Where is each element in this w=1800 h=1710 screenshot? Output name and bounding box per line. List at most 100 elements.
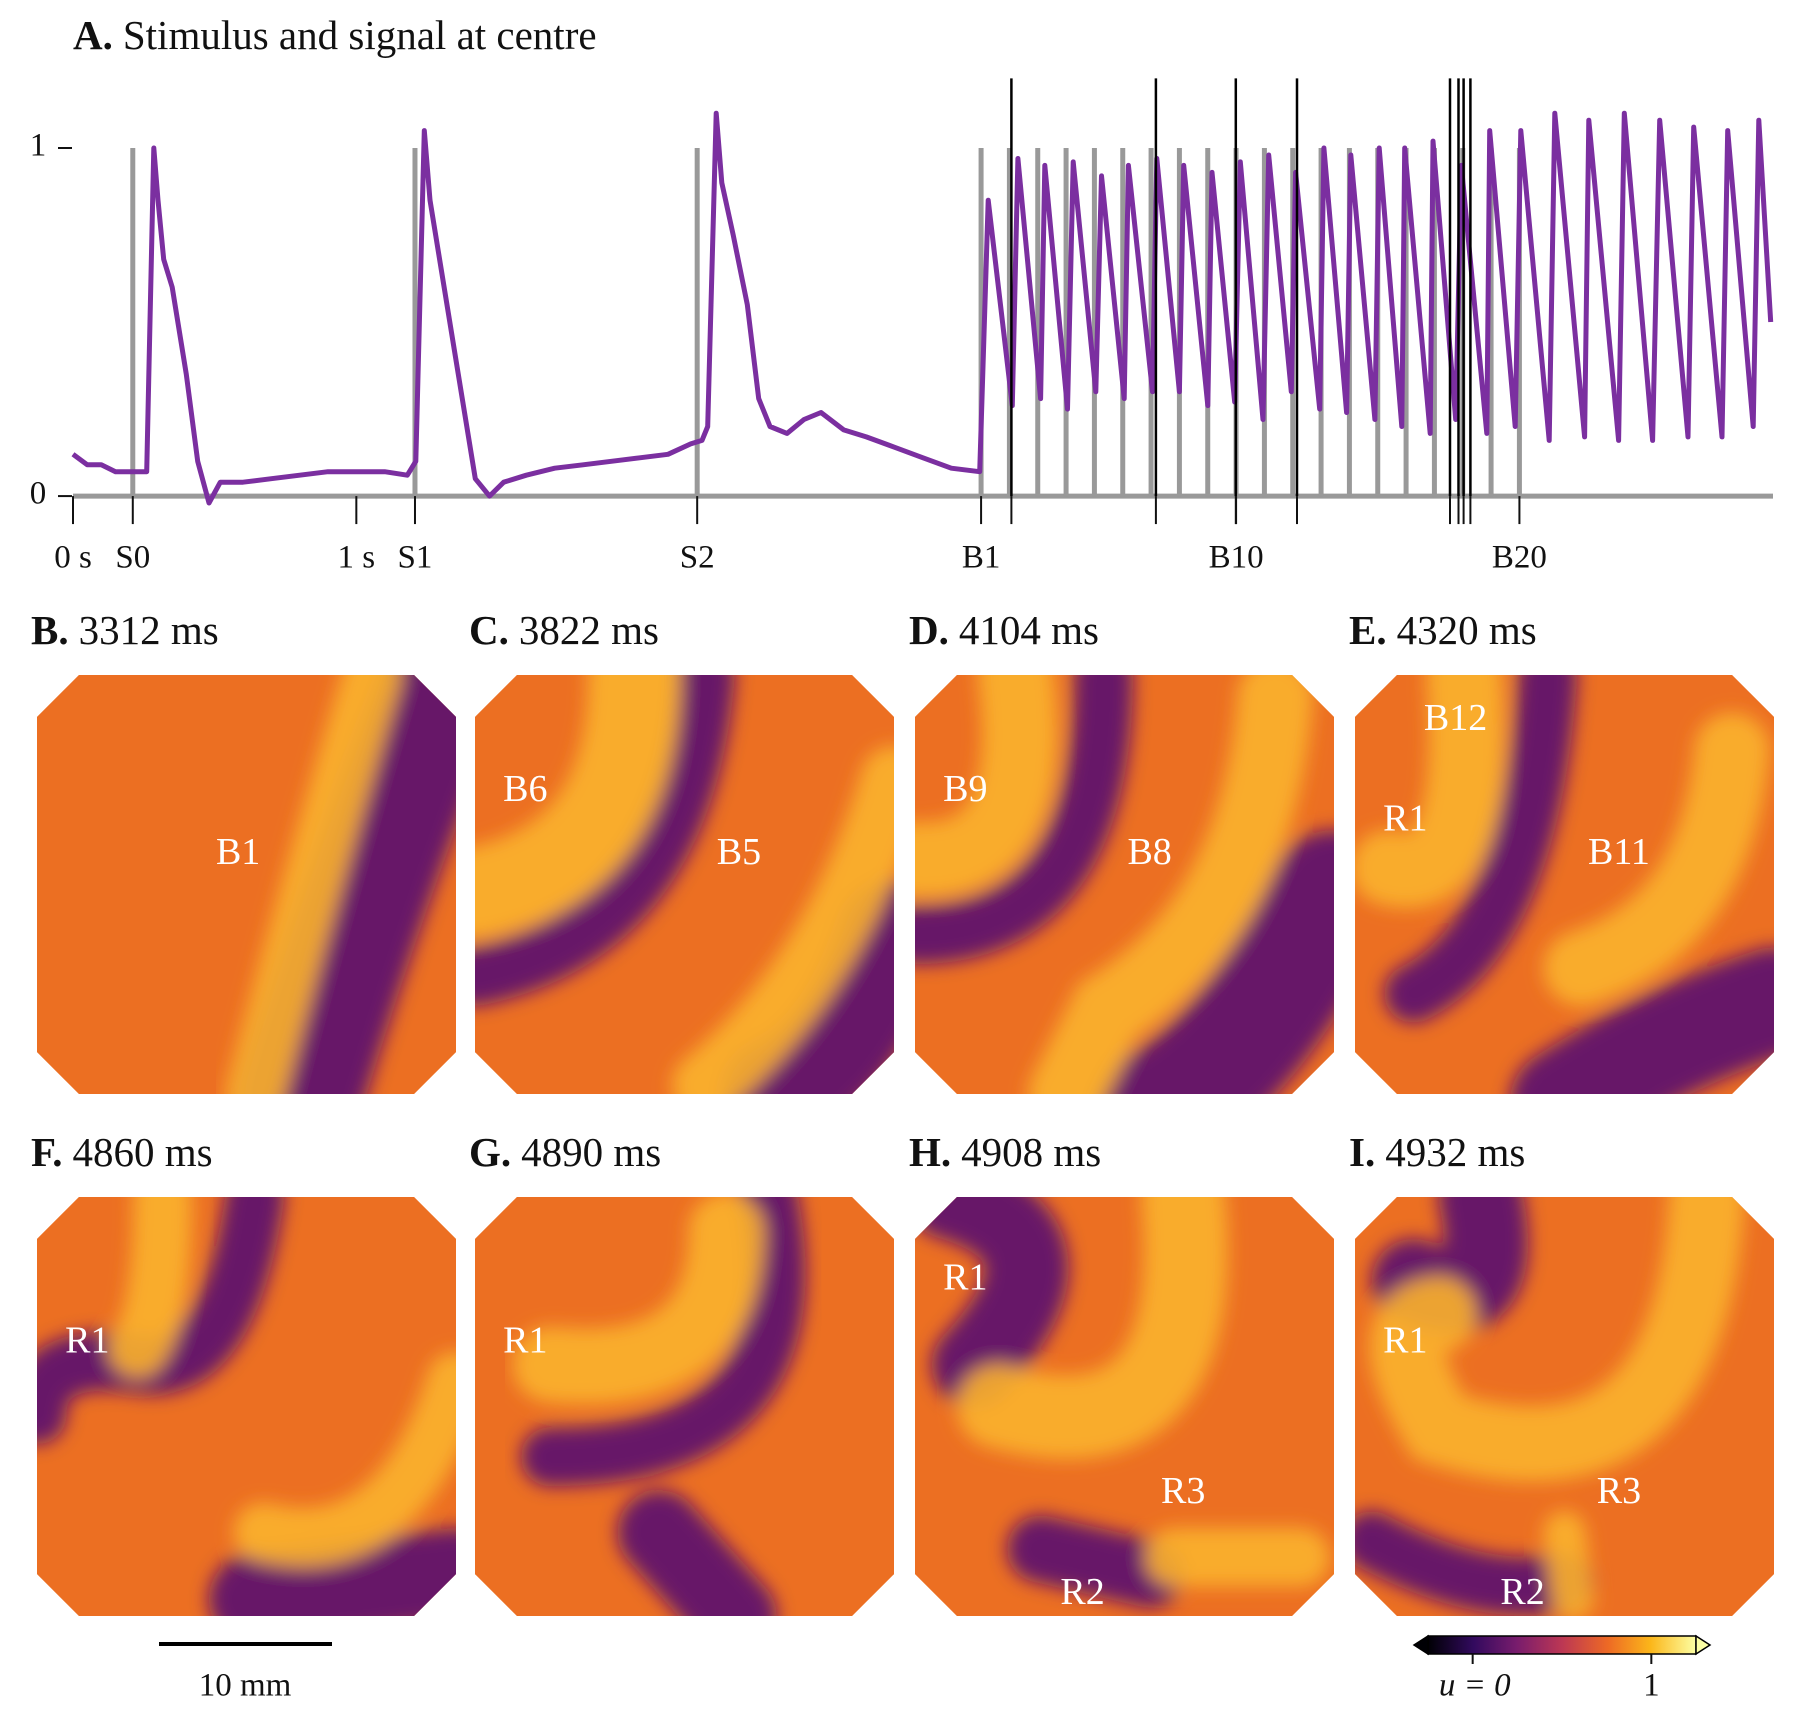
wave: [1355, 675, 1505, 908]
wave-label: R1: [503, 1319, 547, 1361]
colorbar: [1427, 1635, 1697, 1655]
image-clip: [1355, 1197, 1774, 1617]
wave: [956, 1197, 1228, 1459]
signal-line: [71, 110, 1774, 506]
panel-letter: H.: [909, 1129, 951, 1175]
image-clip: [915, 1197, 1334, 1616]
panel-letter: A.: [73, 12, 113, 58]
panel-time: 3312 ms: [79, 607, 219, 653]
snapshot-image: [915, 675, 1335, 1095]
wave: [1543, 712, 1770, 1007]
snapshot-image: [915, 1197, 1334, 1616]
wave-label: R2: [1500, 1571, 1544, 1613]
wave-pattern: [512, 1197, 806, 1617]
panel-time: 4860 ms: [73, 1129, 213, 1175]
y-tick-label: 1: [30, 128, 47, 164]
wave-pattern: [225, 675, 457, 1095]
panel-letter: G.: [469, 1129, 511, 1175]
snapshot-image: [475, 1197, 894, 1617]
panel-time: 4890 ms: [521, 1129, 661, 1175]
x-tick-label: S0: [115, 540, 150, 576]
wave: [475, 675, 735, 1007]
snapshot-image: [475, 675, 895, 1095]
image-clip: [1355, 675, 1775, 1095]
x-tick-label: B10: [1209, 540, 1264, 576]
panel-letter: F.: [31, 1129, 63, 1175]
colorbar-high-arrow: [1695, 1634, 1712, 1656]
wave: [1007, 1515, 1184, 1608]
panel-title: H. 4908 ms: [909, 1129, 1101, 1175]
wave: [225, 675, 402, 1095]
wave-label: B11: [1588, 831, 1650, 873]
wave-label: R2: [1060, 1571, 1104, 1613]
wave: [915, 675, 1133, 965]
scale-bar-label: 10 mm: [199, 1668, 292, 1704]
wave: [1510, 947, 1775, 1095]
wave: [1028, 675, 1314, 1095]
wave-label: B12: [1424, 697, 1487, 739]
wave: [617, 1490, 777, 1617]
panel-time: 4320 ms: [1397, 607, 1537, 653]
panel-title: G. 4890 ms: [469, 1129, 661, 1175]
panel-time: 4104 ms: [959, 607, 1099, 653]
image-clip: [475, 675, 895, 1095]
x-tick-label: S2: [680, 540, 715, 576]
panel-letter: C.: [469, 607, 509, 653]
wave: [671, 746, 895, 1095]
snapshot-image: [1355, 1197, 1774, 1617]
wave: [1384, 675, 1578, 1023]
panel-letter: D.: [909, 607, 949, 653]
panel-title: I. 4932 ms: [1349, 1129, 1525, 1175]
image-clip: [915, 675, 1335, 1095]
wave-pattern: [1355, 1197, 1745, 1617]
wave: [1369, 1197, 1745, 1482]
panel-title: B. 3312 ms: [31, 607, 219, 653]
wave-pattern: [1355, 675, 1775, 1095]
y-tick-label: 0: [30, 476, 47, 512]
wave-label: B9: [943, 768, 987, 810]
wave: [512, 1197, 765, 1404]
panel-title: C. 3822 ms: [469, 607, 659, 653]
panel-time: 4908 ms: [961, 1129, 1101, 1175]
snapshot-image: [1355, 675, 1775, 1095]
x-tick-label: 1 s: [338, 540, 376, 576]
wave: [1095, 830, 1335, 1095]
snapshot-image: [37, 1197, 457, 1617]
wave: [521, 1197, 806, 1487]
x-tick-label: 0 s: [54, 540, 92, 576]
wave: [208, 1528, 457, 1617]
wave-label: R1: [65, 1319, 109, 1361]
panel-letter: I.: [1349, 1129, 1375, 1175]
panel-time: 4932 ms: [1385, 1129, 1525, 1175]
x-tick-label: B1: [962, 540, 1001, 576]
panel-title: F. 4860 ms: [31, 1129, 213, 1175]
panel-letter: B.: [31, 607, 69, 653]
wave-label: R1: [1383, 1319, 1427, 1361]
image-clip: [475, 1197, 894, 1617]
wave-label: R3: [1161, 1470, 1205, 1512]
wave: [108, 1197, 193, 1378]
x-tick-label: S1: [398, 540, 433, 576]
wave: [233, 1352, 457, 1567]
x-tick-label: B20: [1492, 540, 1547, 576]
panel-title: D. 4104 ms: [909, 607, 1099, 653]
wave-pattern: [475, 675, 895, 1095]
wave: [1543, 1511, 1594, 1617]
wave-label: B8: [1127, 831, 1171, 873]
wave-label: R3: [1597, 1470, 1641, 1512]
title-text: Stimulus and signal at centre: [123, 12, 597, 58]
wave-pattern: [37, 1197, 457, 1617]
wave: [1355, 1511, 1594, 1616]
image-clip: [37, 1197, 457, 1617]
wave-label: R1: [1383, 797, 1427, 839]
snapshot-image: [37, 675, 457, 1095]
colorbar-tick-label: 1: [1643, 1668, 1660, 1704]
wave-label: B1: [216, 831, 260, 873]
wave: [475, 675, 681, 939]
panel-time: 3822 ms: [519, 607, 659, 653]
panel-letter: E.: [1349, 607, 1387, 653]
panel-title: E. 4320 ms: [1349, 607, 1537, 653]
wave: [915, 1197, 1069, 1407]
wave-label: B6: [503, 768, 547, 810]
